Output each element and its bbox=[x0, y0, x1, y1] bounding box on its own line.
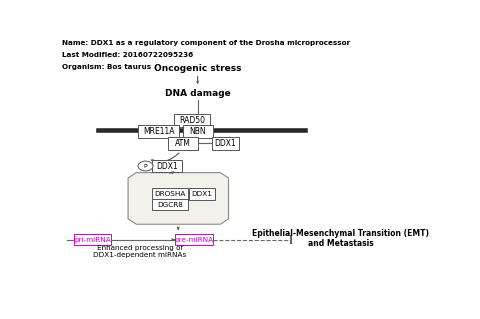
Text: pri-miRNA: pri-miRNA bbox=[74, 237, 111, 243]
Text: DROSHA: DROSHA bbox=[154, 191, 185, 197]
FancyBboxPatch shape bbox=[152, 189, 188, 200]
Polygon shape bbox=[128, 173, 228, 224]
FancyBboxPatch shape bbox=[74, 234, 111, 245]
FancyBboxPatch shape bbox=[174, 114, 210, 127]
Text: Last Modified: 20160722095236: Last Modified: 20160722095236 bbox=[62, 52, 193, 58]
FancyBboxPatch shape bbox=[138, 125, 179, 138]
FancyBboxPatch shape bbox=[212, 137, 240, 150]
Text: DNA damage: DNA damage bbox=[165, 89, 230, 98]
Text: DGCR8: DGCR8 bbox=[157, 202, 183, 208]
Text: Name: DDX1 as a regulatory component of the Drosha microprocessor: Name: DDX1 as a regulatory component of … bbox=[62, 40, 350, 46]
Text: ATM: ATM bbox=[175, 139, 191, 148]
Text: DDX1: DDX1 bbox=[215, 139, 237, 148]
Text: P: P bbox=[144, 164, 147, 168]
Circle shape bbox=[138, 161, 153, 171]
FancyBboxPatch shape bbox=[183, 125, 213, 138]
FancyBboxPatch shape bbox=[175, 234, 213, 245]
Text: DDX1: DDX1 bbox=[192, 191, 213, 197]
FancyBboxPatch shape bbox=[168, 137, 198, 150]
Text: MRE11A: MRE11A bbox=[143, 127, 174, 136]
Text: pre-miRNA: pre-miRNA bbox=[174, 237, 214, 243]
FancyBboxPatch shape bbox=[190, 189, 215, 200]
Text: RAD50: RAD50 bbox=[179, 116, 205, 125]
Text: NBN: NBN bbox=[189, 127, 206, 136]
Text: Enhanced processing of
DDX1-dependent miRNAs: Enhanced processing of DDX1-dependent mi… bbox=[93, 245, 187, 258]
Text: Organism: Bos taurus: Organism: Bos taurus bbox=[62, 64, 151, 70]
FancyBboxPatch shape bbox=[152, 199, 188, 210]
Text: DDX1: DDX1 bbox=[156, 161, 178, 171]
Text: Epithelial-Mesenchymal Transition (EMT)
and Metastasis: Epithelial-Mesenchymal Transition (EMT) … bbox=[252, 229, 429, 248]
FancyBboxPatch shape bbox=[152, 160, 182, 172]
Text: Oncogenic stress: Oncogenic stress bbox=[154, 64, 241, 73]
